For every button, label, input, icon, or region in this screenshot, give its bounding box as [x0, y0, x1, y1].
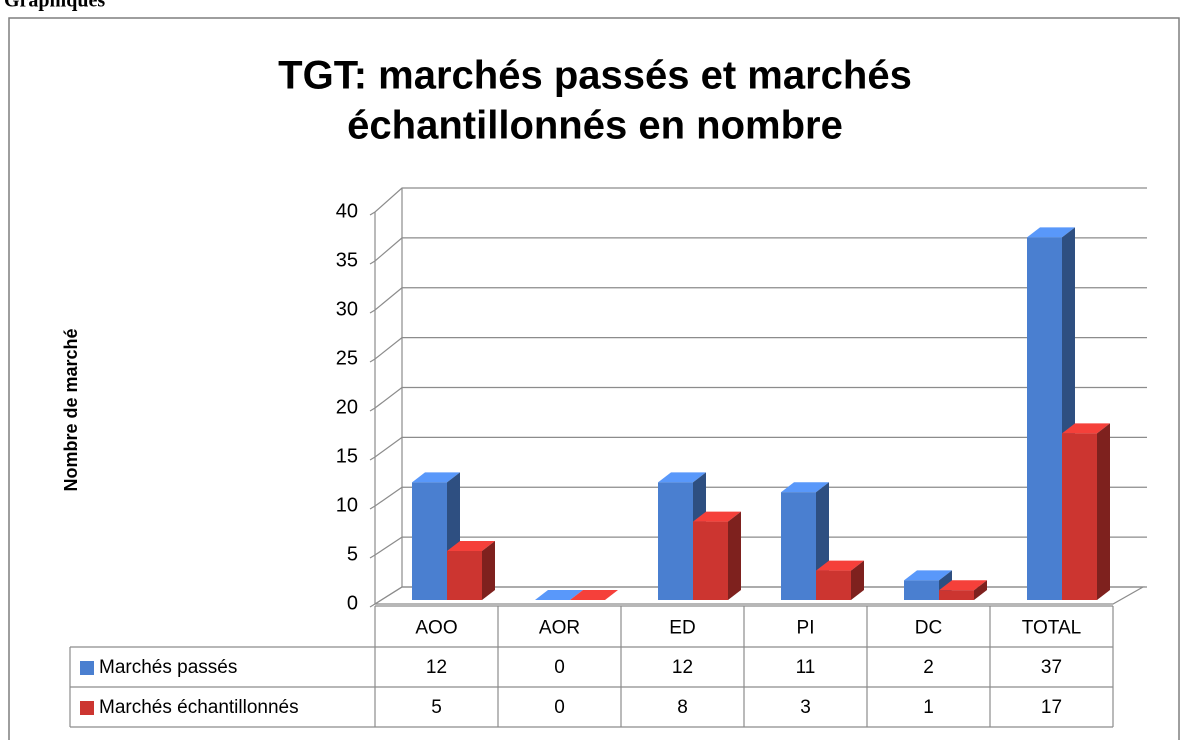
y-tick-label: 10: [336, 494, 358, 516]
y-tick-label: 30: [336, 298, 358, 320]
legend-label: Marchés passés: [99, 657, 237, 678]
grid-line: [369, 337, 1147, 363]
table-value: 37: [1041, 657, 1062, 678]
legend-label: Marchés échantillonnés: [99, 697, 299, 718]
bar: [781, 492, 816, 600]
bar-top: [904, 570, 952, 581]
bar-side: [482, 541, 495, 600]
grid-line: [369, 586, 1147, 608]
grid-line: [369, 386, 1147, 412]
table-value: 0: [554, 657, 565, 678]
bar-top: [693, 511, 741, 522]
chart-title: échantillonnés en nombre: [347, 104, 843, 148]
page-header: Graphiques: [4, 0, 105, 12]
y-tick-label: 15: [336, 445, 358, 467]
y-tick-label: 25: [336, 347, 358, 369]
legend-swatch: [80, 661, 94, 675]
grid-line: [369, 436, 1147, 461]
bar: [1027, 237, 1062, 600]
x-tick-label: PI: [797, 618, 815, 639]
x-tick-label: ED: [669, 618, 695, 639]
table-value: 2: [923, 657, 934, 678]
grid-line: [369, 287, 1147, 314]
chart-title: TGT: marchés passés et marchés: [278, 54, 912, 98]
bar: [447, 551, 482, 600]
grid-line: [369, 536, 1147, 559]
chart-frame: [8, 17, 1180, 740]
bar-top: [535, 590, 583, 600]
bar-top: [412, 472, 460, 483]
table-value: 3: [800, 697, 811, 718]
table-value: 0: [554, 697, 565, 718]
bar-top: [570, 590, 618, 600]
legend-swatch: [80, 701, 94, 715]
bar-top: [816, 560, 864, 571]
y-tick-label: 35: [336, 249, 358, 271]
bar: [412, 482, 447, 600]
bar-top: [1027, 227, 1075, 238]
table-value: 12: [426, 657, 447, 678]
table-value: 12: [672, 657, 693, 678]
y-tick-label: 20: [336, 396, 358, 418]
bar-side: [851, 560, 864, 600]
table-value: 11: [796, 657, 816, 678]
bar-top: [939, 580, 987, 591]
bar-top: [1062, 423, 1110, 434]
bar-side: [974, 580, 987, 600]
y-tick-label: 40: [336, 200, 358, 222]
bar: [1062, 433, 1097, 600]
grid-line: [369, 187, 1147, 216]
y-tick-label: 0: [347, 592, 358, 614]
table-value: 5: [431, 697, 442, 718]
table-value: 1: [923, 697, 934, 718]
grid-line: [369, 486, 1147, 510]
y-tick-label: 5: [347, 543, 358, 565]
table-value: 8: [677, 697, 688, 718]
bar: [904, 580, 939, 600]
bar-side: [1097, 423, 1110, 600]
y-axis-label: Nombre de marché: [61, 328, 81, 491]
table-value: 17: [1041, 697, 1062, 718]
bar-top: [781, 482, 829, 493]
x-tick-label: AOO: [415, 618, 457, 639]
x-tick-label: AOR: [539, 618, 580, 639]
bar: [816, 570, 851, 600]
bar-top: [658, 472, 706, 483]
x-tick-label: DC: [915, 618, 942, 639]
grid-line: [369, 237, 1147, 265]
bar: [939, 590, 974, 600]
bar-side: [728, 511, 741, 600]
bar: [658, 482, 693, 600]
x-tick-label: TOTAL: [1022, 618, 1081, 639]
bar-top: [447, 541, 495, 551]
bar: [693, 521, 728, 600]
